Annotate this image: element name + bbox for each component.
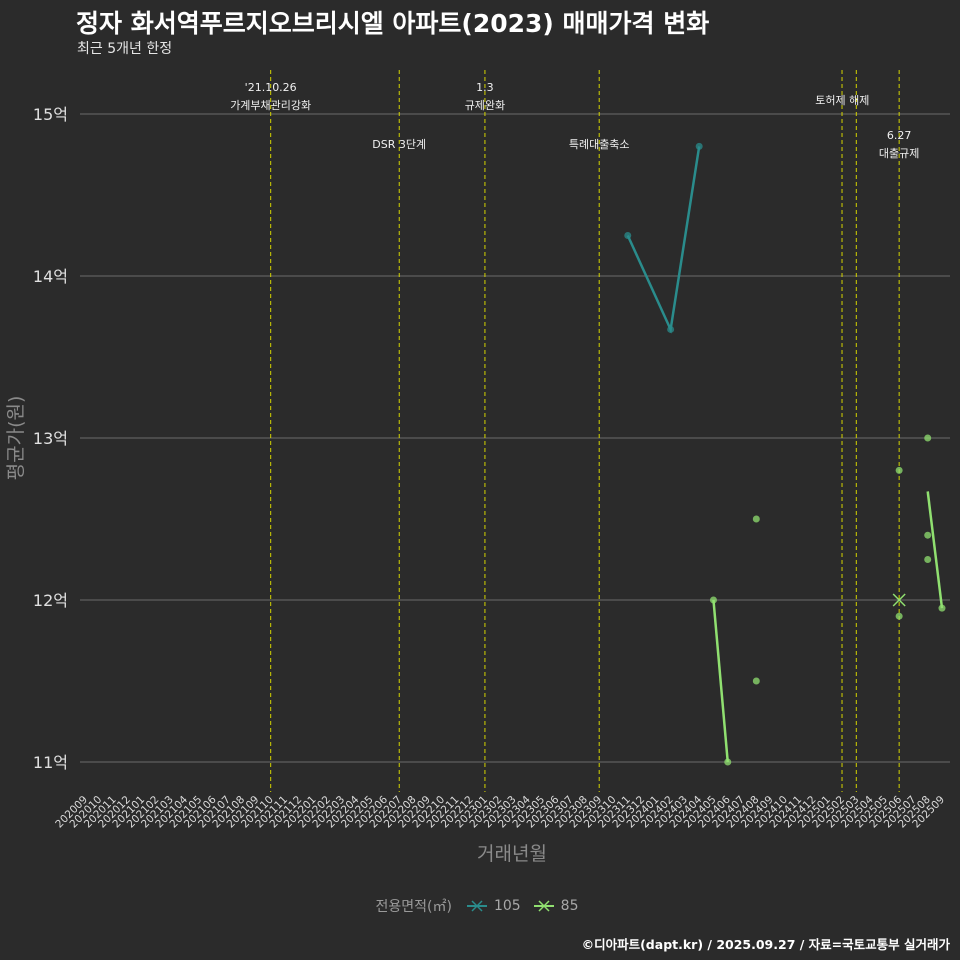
data-point-85 [895, 612, 903, 620]
legend-key-85 [533, 900, 554, 912]
data-point-85 [938, 604, 946, 612]
event-label: '21.10.26 [245, 81, 297, 94]
data-point-85 [752, 677, 760, 685]
credit-text: ©디아파트(dapt.kr) / 2025.09.27 / 자료=국토교통부 실… [581, 937, 950, 952]
event-label: 1.3 [476, 81, 494, 94]
legend-label-105: 105 [493, 898, 521, 914]
legend-key-105 [466, 900, 487, 912]
event-label: 규제완화 [465, 99, 505, 112]
data-point-85 [895, 466, 903, 474]
legend-title: 전용면적(㎡) [375, 899, 452, 915]
data-point-85 [709, 596, 717, 604]
event-label: DSR 3단계 [372, 138, 426, 151]
data-point-105 [667, 325, 675, 333]
data-point-105 [624, 232, 632, 239]
legend-item-105: 105 [466, 898, 521, 914]
data-point-85 [752, 515, 760, 523]
legend: 전용면적(㎡) 105 85 [0, 896, 960, 916]
event-label: 6.27 [887, 129, 912, 142]
data-point-105 [695, 142, 703, 150]
series-line-85 [712, 599, 729, 763]
data-point-85 [724, 758, 732, 766]
legend-item-85: 85 [533, 898, 579, 914]
x-axis-label: 거래년월 [477, 843, 547, 865]
data-point-85 [924, 434, 932, 442]
y-tick-label: 13억 [33, 429, 68, 448]
event-label: 특례대출축소 [569, 138, 630, 151]
event-label: 토허제 해제 [815, 93, 869, 107]
cross-marker-85 [892, 593, 906, 607]
event-label: 가계부채관리강화 [230, 99, 311, 112]
series-line-85 [926, 491, 944, 609]
data-point-85 [924, 556, 932, 563]
data-point-85 [924, 531, 932, 539]
event-label: 대출규제 [879, 147, 919, 160]
chart-subtitle: 최근 5개년 한정 [77, 41, 173, 57]
y-tick-label: 11억 [33, 753, 68, 772]
y-tick-label: 15억 [33, 105, 68, 124]
y-tick-label: 12억 [33, 591, 68, 610]
legend-label-85: 85 [560, 898, 579, 914]
series-line-105 [626, 146, 701, 334]
chart-title: 정자 화서역푸르지오브리시엘 아파트(2023) 매매가격 변화 [76, 9, 710, 38]
y-axis-label: 평균가(원) [5, 396, 27, 481]
y-tick-label: 14억 [33, 267, 68, 286]
